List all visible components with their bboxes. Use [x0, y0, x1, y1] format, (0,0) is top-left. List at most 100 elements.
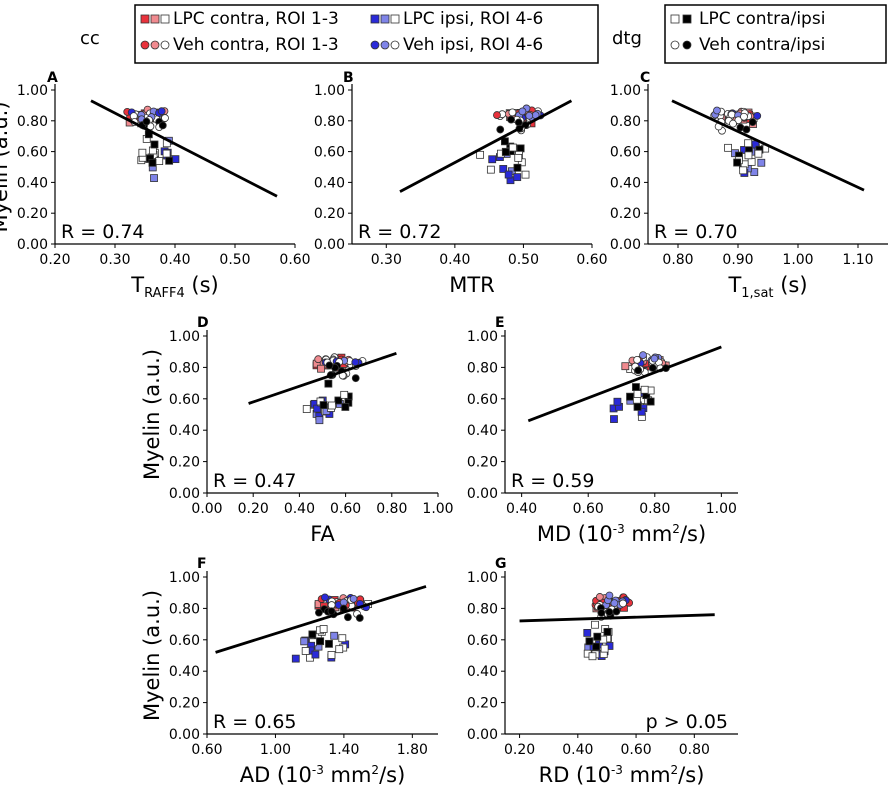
y-tick-label: 0.80 [169, 601, 200, 617]
x-tick-label: 0.60 [573, 501, 604, 517]
x-tick-label: 0.80 [679, 742, 710, 758]
scatter-points [302, 353, 367, 425]
data-point-square [488, 155, 497, 164]
data-point-circle [142, 117, 151, 126]
data-point-square [501, 148, 510, 156]
x-tick-label: 1.80 [397, 742, 428, 758]
panel-a: A0.000.200.400.600.801.000.20 0.30 0.40 0.5… [0, 70, 311, 301]
scatter-points [609, 351, 670, 423]
y-tick-label: 0.60 [467, 392, 498, 408]
x-tick-label: 0.30 [99, 252, 130, 268]
data-point-square [138, 148, 147, 157]
legend-marker [670, 40, 680, 50]
data-point-square [633, 403, 642, 411]
data-point-square [302, 405, 311, 413]
data-point-square [754, 149, 763, 158]
fit-line [519, 613, 715, 623]
data-point-square [757, 158, 766, 167]
panel-letter: B [343, 70, 354, 86]
panel-letter: E [495, 315, 505, 331]
data-point-circle [493, 111, 501, 119]
data-point-square [632, 383, 640, 391]
data-point-square [324, 379, 333, 388]
y-tick-label: 0.40 [17, 175, 48, 191]
y-tick-label: 1.00 [314, 83, 345, 99]
data-point-circle [325, 361, 334, 370]
data-point-square [513, 163, 522, 172]
panel-g: G 0.00 0.20 0.40 0.60 0.80 1.00 0.20 0.40 0.60 0.8… [467, 556, 738, 787]
legend-entry-label: LPC contra, ROI 1-3 [173, 9, 339, 29]
data-point-square [610, 415, 618, 423]
legend-marker [370, 14, 380, 24]
legend-entry-label: LPC contra/ipsi [699, 9, 825, 29]
x-tick-label: 0.90 [722, 252, 753, 268]
data-point-square [311, 650, 320, 659]
y-tick-label: 0.20 [467, 455, 498, 471]
y-tick-label: 0.20 [169, 455, 200, 471]
y-tick-label: 0.80 [467, 601, 498, 617]
data-point-square [155, 157, 164, 165]
y-axis-label: Myelin (a.u.) [140, 590, 164, 721]
data-point-circle [327, 607, 336, 616]
panel-b: B 0.00 0.20 0.40 0.60 0.80 1.00 0.30 0.40 0.50 0.6… [314, 70, 608, 297]
y-tick-label: 0.00 [169, 486, 200, 502]
data-point-square [514, 153, 523, 162]
x-tick-label: 0.00 [191, 501, 222, 517]
data-point-circle [650, 354, 659, 363]
y-tick-label: 0.80 [169, 360, 200, 376]
x-tick-label: 1.40 [328, 742, 359, 758]
x-tick-label: 1.00 [706, 501, 737, 517]
y-tick-label: 0.00 [17, 237, 48, 253]
x-tick-label: 0.50 [508, 252, 539, 268]
x-tick-label: 0.20 [39, 252, 70, 268]
data-point-square [500, 137, 509, 146]
data-point-circle [729, 119, 737, 128]
legend-entry-label: Veh contra, ROI 1-3 [173, 35, 339, 55]
data-point-circle [349, 594, 358, 603]
y-tick-label: 0.20 [17, 206, 48, 222]
data-point-square [504, 170, 513, 179]
y-tick-label: 0.60 [610, 145, 641, 161]
stat-annotation: R = 0.70 [654, 221, 738, 243]
data-point-circle [314, 355, 323, 364]
scatter-points [583, 591, 634, 661]
scatter-points [710, 106, 770, 177]
scatter-points [123, 105, 180, 182]
legend-marker [390, 40, 400, 50]
panel-letter: F [197, 556, 207, 572]
data-point-circle [633, 355, 642, 364]
x-tick-label: 1.00 [782, 252, 813, 268]
x-tick-label: 1.00 [260, 742, 291, 758]
stat-annotation: R = 0.47 [213, 470, 297, 492]
data-point-circle [351, 374, 360, 383]
data-point-square [150, 174, 158, 182]
y-tick-label: 0.40 [314, 175, 345, 191]
legend-cc-box [134, 4, 599, 64]
legend-entry-label: LPC ipsi, ROI 4-6 [403, 9, 543, 29]
y-tick-label: 1.00 [467, 570, 498, 586]
data-point-square [591, 620, 599, 629]
x-axis-label: RD (10-3 mm2/s) [539, 763, 705, 787]
legend-items: LPC contra, ROI 1-3 LPC ipsi, ROI 4-6 Veh … [140, 9, 825, 55]
panel-letter: A [47, 70, 58, 86]
data-point-square [516, 144, 525, 153]
y-tick-label: 1.00 [169, 570, 200, 586]
data-point-square [486, 165, 495, 174]
y-tick-label: 0.00 [169, 727, 200, 743]
data-point-circle [161, 114, 169, 122]
data-point-circle [507, 115, 516, 124]
y-tick-label: 0.00 [610, 237, 641, 253]
data-point-circle [525, 111, 534, 120]
y-tick-label: 1.00 [610, 83, 641, 99]
x-tick-label: 0.40 [562, 742, 593, 758]
data-point-square [521, 170, 530, 179]
legend-marker [160, 40, 170, 50]
data-point-square [750, 168, 759, 177]
data-point-square [592, 642, 601, 651]
y-tick-label: 0.60 [169, 633, 200, 649]
fit-line [671, 99, 865, 192]
y-tick-label: 0.80 [610, 114, 641, 130]
legend-marker [670, 14, 680, 24]
data-point-square [301, 647, 310, 655]
data-point-square [744, 139, 753, 148]
